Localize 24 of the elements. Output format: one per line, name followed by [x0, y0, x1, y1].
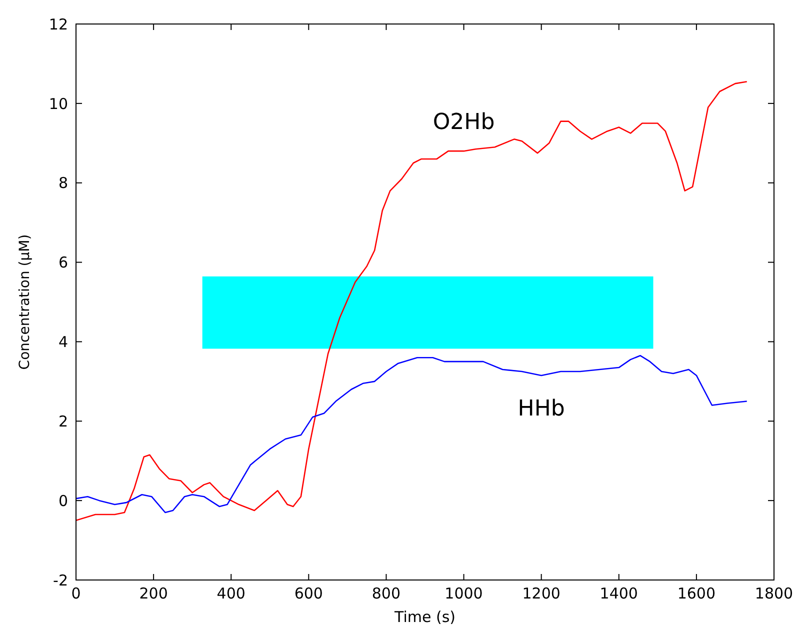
x-tick-label: 1000	[444, 584, 483, 603]
line-series	[76, 80, 748, 522]
y-tick-label: 0	[58, 492, 68, 510]
x-tick-label: 200	[139, 584, 168, 603]
y-tick-label: -2	[53, 571, 68, 590]
y-tick-label: 2	[58, 412, 68, 430]
series-label: HHb	[518, 396, 565, 422]
line-series	[76, 354, 748, 514]
y-tick-label: 6	[58, 254, 68, 272]
x-tick-label: 1800	[754, 584, 794, 603]
x-tick-label: 0	[71, 584, 81, 603]
x-tick-label: 600	[294, 584, 323, 603]
x-tick-label: 800	[372, 584, 401, 603]
x-axis-title: Time (s)	[394, 608, 456, 626]
y-tick-label: 4	[58, 333, 68, 352]
x-tick-label: 1400	[600, 584, 638, 603]
x-tick-label: 400	[216, 584, 246, 603]
y-tick-label: 12	[48, 15, 68, 34]
y-axis-title: Concentration (μM)	[16, 234, 33, 370]
series-label: O2Hb	[432, 110, 495, 136]
y-tick-label: 8	[58, 174, 68, 192]
x-tick-label: 1600	[677, 584, 716, 603]
x-tick-label: 1200	[522, 584, 560, 603]
y-tick-label: 10	[48, 94, 68, 113]
